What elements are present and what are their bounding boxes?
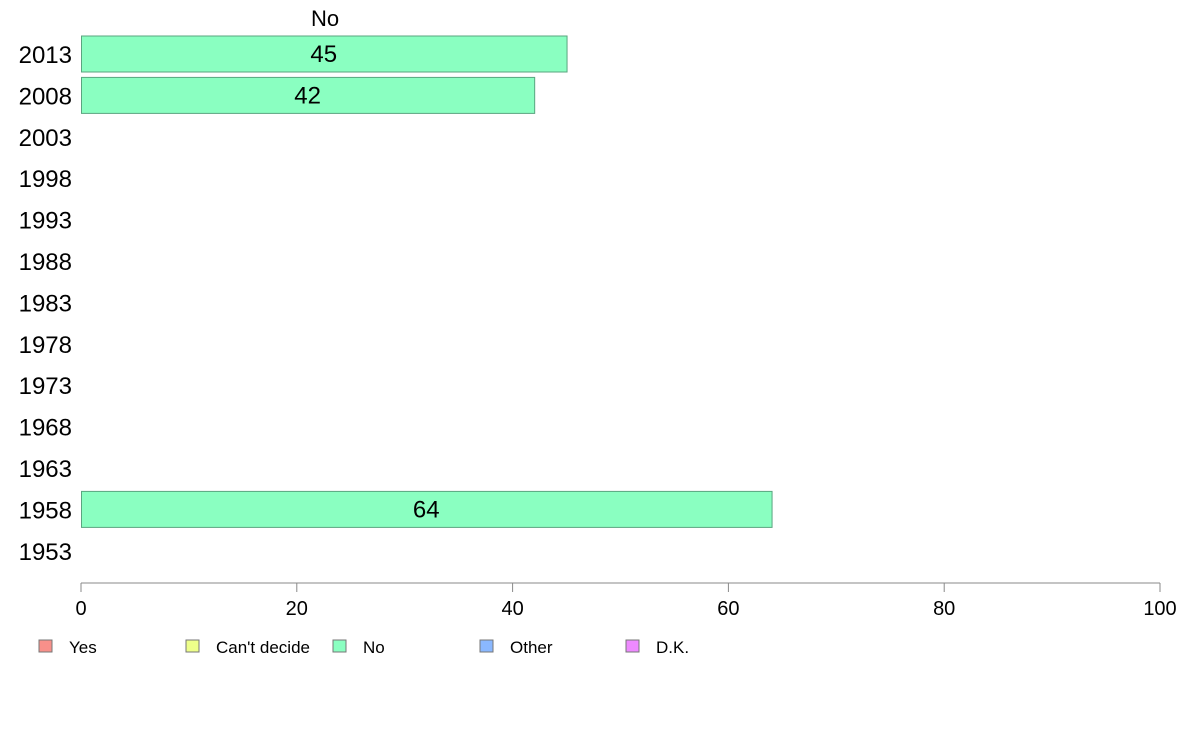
- x-tick-label: 80: [933, 598, 955, 620]
- category-label: 1993: [19, 208, 72, 235]
- legend-label: No: [363, 638, 385, 657]
- bar: [81, 490, 773, 528]
- legend-swatch: [38, 639, 53, 653]
- category-label: 1953: [19, 539, 72, 566]
- legend-swatch: [479, 639, 494, 653]
- x-tick-label: 100: [1143, 598, 1176, 620]
- legend: Yes Can't decide No Other D.K.: [38, 638, 689, 657]
- legend-swatch: [332, 639, 347, 653]
- legend-label: Other: [510, 638, 553, 657]
- bar: [81, 35, 568, 73]
- category-label: 2013: [19, 42, 72, 69]
- category-label: 1988: [19, 249, 72, 276]
- bar-value-label: 45: [310, 41, 337, 68]
- bar-value-labels: 45 42 64: [294, 41, 439, 523]
- bar: [81, 76, 536, 114]
- category-label: 2008: [19, 83, 72, 110]
- legend-swatch: [625, 639, 640, 653]
- category-labels: 2013 2008 2003 1998 1993 1988 1983 1978 1973 1968…: [19, 42, 72, 566]
- bar-value-label: 42: [294, 82, 321, 109]
- column-header: No: [311, 6, 339, 31]
- category-label: 1968: [19, 415, 72, 442]
- category-label: 1978: [19, 332, 72, 359]
- category-label: 1998: [19, 166, 72, 193]
- category-label: 1983: [19, 290, 72, 317]
- legend-label: Can't decide: [216, 638, 310, 657]
- legend-label: Yes: [69, 638, 97, 657]
- x-tick-label: 20: [286, 598, 308, 620]
- category-label: 2003: [19, 125, 72, 152]
- x-tick-label: 40: [501, 598, 523, 620]
- bar-value-label: 64: [413, 496, 440, 523]
- bars: [81, 35, 773, 528]
- legend-label: D.K.: [656, 638, 689, 657]
- x-axis-ticks: 0 20 40 60 80 100: [75, 583, 1177, 620]
- x-tick-label: 60: [717, 598, 739, 620]
- category-label: 1963: [19, 456, 72, 483]
- legend-swatch: [185, 639, 200, 653]
- category-label: 1973: [19, 373, 72, 400]
- x-tick-label: 0: [75, 598, 86, 620]
- category-label: 1958: [19, 497, 72, 524]
